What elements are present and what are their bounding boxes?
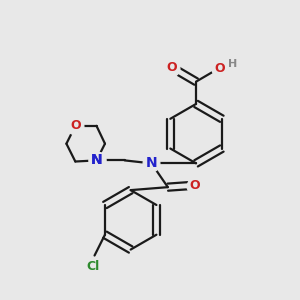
Text: O: O <box>166 61 177 74</box>
Text: O: O <box>70 119 81 132</box>
Text: O: O <box>190 179 200 192</box>
Text: H: H <box>228 59 237 69</box>
Text: N: N <box>91 153 102 167</box>
Text: N: N <box>91 153 102 167</box>
Text: Cl: Cl <box>86 260 100 273</box>
Text: O: O <box>214 62 225 75</box>
Text: N: N <box>146 156 157 170</box>
